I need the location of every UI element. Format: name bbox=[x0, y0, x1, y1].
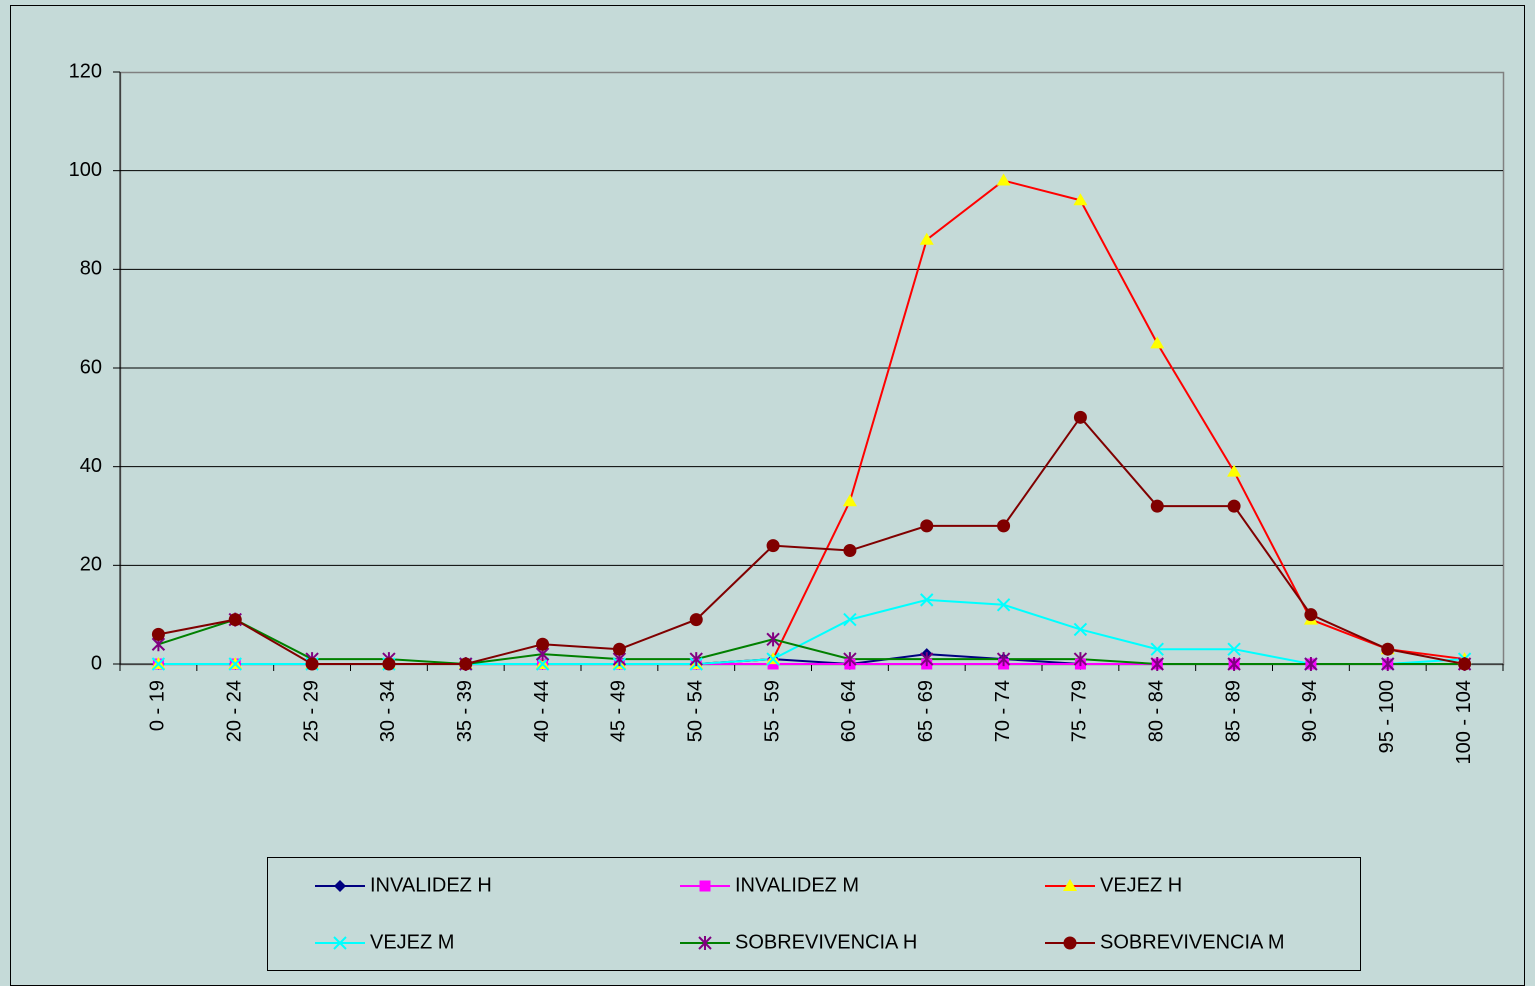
y-tick-label: 60 bbox=[80, 356, 102, 378]
data-point bbox=[1227, 464, 1242, 477]
data-point bbox=[996, 173, 1011, 186]
data-point bbox=[151, 657, 166, 671]
y-tick-label: 120 bbox=[69, 60, 102, 82]
data-point bbox=[1381, 642, 1395, 656]
x-tick-label: 75 - 79 bbox=[1069, 680, 1091, 742]
data-point bbox=[843, 544, 857, 558]
legend-label: VEJEZ M bbox=[370, 931, 454, 953]
legend-label: INVALIDEZ H bbox=[370, 874, 492, 896]
data-point bbox=[1073, 622, 1088, 637]
data-point bbox=[1227, 642, 1241, 656]
data-point bbox=[920, 519, 934, 533]
x-tick-label: 30 - 34 bbox=[377, 680, 399, 742]
data-point bbox=[459, 657, 473, 671]
data-point bbox=[920, 593, 934, 607]
data-point bbox=[996, 598, 1011, 612]
data-point bbox=[1150, 336, 1165, 349]
data-point bbox=[689, 613, 703, 627]
y-tick-label: 20 bbox=[80, 554, 102, 576]
data-point bbox=[612, 642, 626, 656]
data-point bbox=[1150, 642, 1164, 656]
data-point bbox=[228, 657, 242, 671]
data-point bbox=[997, 519, 1011, 533]
x-tick-label: 90 - 94 bbox=[1299, 680, 1321, 742]
data-point bbox=[1227, 657, 1241, 671]
data-point bbox=[919, 232, 934, 245]
x-tick-label: 0 - 19 bbox=[147, 680, 169, 731]
legend-marker bbox=[334, 880, 346, 892]
y-tick-label: 100 bbox=[69, 159, 102, 181]
data-point bbox=[151, 627, 165, 641]
legend-label: INVALIDEZ M bbox=[735, 874, 859, 896]
x-tick-label: 45 - 49 bbox=[608, 680, 630, 742]
x-tick-label: 40 - 44 bbox=[531, 680, 553, 742]
legend-label: SOBREVIVENCIA M bbox=[1100, 931, 1285, 953]
series-line bbox=[158, 618, 1465, 666]
data-point bbox=[228, 613, 242, 627]
data-point bbox=[305, 657, 319, 671]
x-tick-label: 55 - 59 bbox=[761, 680, 783, 742]
data-point bbox=[1227, 499, 1241, 513]
data-point bbox=[1381, 657, 1395, 671]
data-point bbox=[1458, 657, 1472, 671]
data-point bbox=[842, 494, 857, 507]
data-point bbox=[766, 632, 780, 647]
data-point bbox=[536, 637, 550, 651]
data-point bbox=[843, 652, 857, 667]
data-point bbox=[689, 652, 703, 667]
legend-marker bbox=[333, 936, 347, 950]
legend-label: VEJEZ H bbox=[1100, 874, 1182, 896]
x-tick-label: 50 - 54 bbox=[685, 680, 707, 742]
y-tick-label: 0 bbox=[91, 652, 102, 674]
legend-marker bbox=[698, 936, 712, 950]
legend-marker bbox=[699, 880, 711, 892]
x-tick-label: 65 - 69 bbox=[915, 680, 937, 742]
data-point bbox=[1304, 657, 1318, 671]
x-tick-label: 70 - 74 bbox=[992, 680, 1014, 742]
x-tick-label: 80 - 84 bbox=[1146, 680, 1168, 742]
data-point bbox=[1150, 657, 1164, 671]
data-point bbox=[1150, 499, 1164, 513]
data-point bbox=[1073, 410, 1087, 424]
data-point bbox=[1073, 652, 1088, 667]
x-tick-label: 35 - 39 bbox=[454, 680, 476, 742]
data-point bbox=[843, 612, 857, 627]
data-point bbox=[1304, 608, 1318, 622]
data-point bbox=[382, 657, 396, 671]
series-line bbox=[158, 415, 1465, 665]
x-tick-label: 85 - 89 bbox=[1222, 680, 1244, 742]
legend bbox=[267, 857, 1361, 971]
data-point bbox=[766, 539, 780, 553]
data-point bbox=[1073, 193, 1088, 206]
y-tick-label: 40 bbox=[80, 455, 102, 477]
data-point bbox=[920, 652, 934, 667]
x-tick-label: 100 - 104 bbox=[1453, 680, 1475, 765]
x-tick-label: 20 - 24 bbox=[224, 680, 246, 742]
y-tick-label: 80 bbox=[80, 258, 102, 280]
x-tick-label: 25 - 29 bbox=[300, 680, 322, 742]
x-tick-label: 60 - 64 bbox=[838, 680, 860, 742]
data-point bbox=[766, 652, 780, 666]
legend-label: SOBREVIVENCIA H bbox=[735, 931, 917, 953]
data-point bbox=[996, 652, 1011, 667]
x-tick-label: 95 - 100 bbox=[1376, 680, 1398, 753]
legend-marker bbox=[1063, 879, 1077, 891]
data-point bbox=[535, 657, 550, 671]
legend-marker bbox=[1063, 936, 1077, 950]
